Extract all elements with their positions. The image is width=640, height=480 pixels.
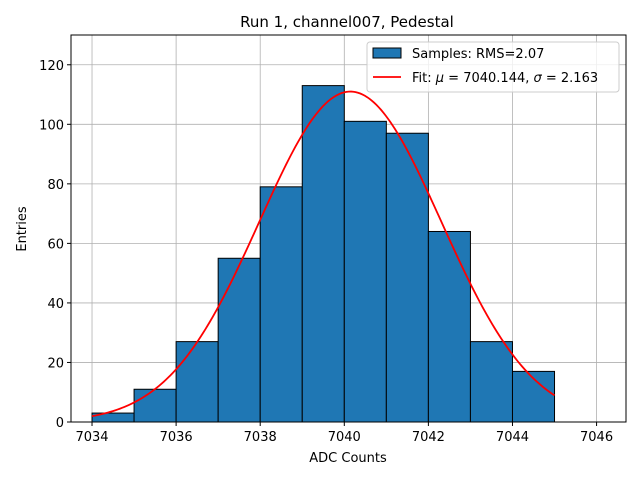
- legend-fit-mu-symbol: μ: [435, 71, 444, 86]
- y-axis-label: Entries: [15, 206, 30, 252]
- x-tick-label: 7042: [412, 430, 445, 445]
- x-axis-ticks: 7034 7036 7038 7040 7042 7044 7046: [75, 422, 613, 445]
- y-tick-label: 100: [39, 118, 64, 133]
- legend-fit-prefix: Fit:: [412, 71, 436, 86]
- y-tick-label: 20: [47, 356, 64, 371]
- gaussian-fit-curve: [91, 90, 556, 418]
- x-tick-label: 7036: [160, 430, 193, 445]
- histogram-bar: [385, 132, 429, 423]
- legend-fit-sigma-value: = 2.163: [542, 71, 598, 86]
- y-tick-label: 40: [47, 297, 64, 312]
- histogram-bar: [217, 257, 261, 423]
- histogram-bar: [175, 341, 219, 423]
- x-axis-label: ADC Counts: [309, 451, 387, 466]
- y-tick-label: 120: [39, 59, 64, 74]
- histogram-bar: [301, 85, 345, 423]
- histogram-bar: [511, 370, 556, 423]
- legend-fit-label: Fit: μ = 7040.144, σ = 2.163: [412, 71, 598, 86]
- histogram-bar: [469, 341, 513, 423]
- legend-samples-label: Samples: RMS=2.07: [412, 47, 544, 62]
- x-tick-label: 7034: [75, 430, 108, 445]
- x-tick-label: 7044: [496, 430, 529, 445]
- legend: Samples: RMS=2.07 Fit: μ = 7040.144, σ =…: [366, 41, 620, 93]
- histogram-bar: [259, 186, 303, 423]
- y-axis-ticks: 0 20 40 60 80 100 120: [39, 59, 71, 431]
- x-tick-label: 7046: [580, 430, 613, 445]
- histogram-bar: [133, 388, 177, 423]
- legend-fit-mu-value: = 7040.144,: [444, 71, 533, 86]
- plot-frame: [70, 34, 627, 423]
- histogram-bar: [343, 120, 387, 423]
- y-tick-label: 80: [47, 178, 64, 193]
- chart-title: Run 1, channel007, Pedestal: [240, 13, 454, 31]
- y-tick-label: 60: [47, 237, 64, 252]
- histogram-bars: [91, 85, 556, 423]
- legend-samples-swatch: [372, 47, 402, 59]
- x-tick-label: 7038: [244, 430, 277, 445]
- y-tick-label: 0: [56, 416, 64, 431]
- x-tick-label: 7040: [328, 430, 361, 445]
- legend-fit-sigma-symbol: σ: [534, 71, 543, 86]
- histogram-bar: [427, 230, 471, 423]
- legend-box: [366, 41, 620, 93]
